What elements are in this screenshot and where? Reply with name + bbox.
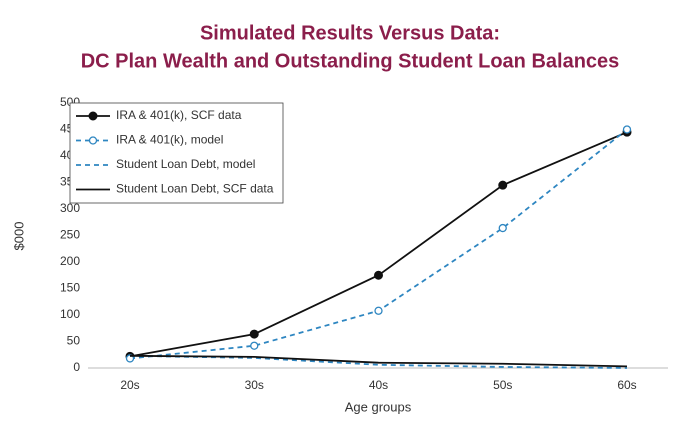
- legend-label: Student Loan Debt, SCF data: [116, 182, 274, 196]
- x-tick-label: 40s: [369, 378, 388, 392]
- y-tick-label: 150: [60, 281, 80, 295]
- y-tick-label: 50: [67, 334, 81, 348]
- legend-marker: [88, 111, 98, 121]
- y-tick-label: 100: [60, 307, 80, 321]
- legend-marker: [88, 136, 98, 145]
- series-line: [129, 354, 628, 368]
- y-tick-label: 200: [60, 254, 80, 268]
- x-tick-label: 30s: [245, 378, 264, 392]
- y-tick-label: 0: [73, 360, 80, 374]
- chart-title: DC Plan Wealth and Outstanding Student L…: [81, 50, 620, 72]
- legend-label: IRA & 401(k), SCF data: [116, 108, 242, 122]
- marker: [374, 270, 383, 280]
- y-tick-label: 250: [60, 228, 80, 242]
- marker: [374, 306, 383, 315]
- x-tick-label: 60s: [617, 378, 636, 392]
- marker: [249, 329, 259, 339]
- legend-label: Student Loan Debt, model: [116, 157, 255, 171]
- y-tick-label: 300: [60, 201, 80, 215]
- x-tick-label: 50s: [493, 378, 512, 392]
- x-tick-label: 20s: [120, 378, 139, 392]
- marker: [622, 125, 632, 134]
- marker: [498, 180, 508, 190]
- chart-title: Simulated Results Versus Data:: [200, 22, 500, 44]
- marker: [498, 223, 507, 233]
- y-axis-title: $000: [11, 222, 26, 251]
- legend-label: IRA & 401(k), model: [116, 133, 223, 147]
- marker: [250, 341, 259, 350]
- x-axis-title: Age groups: [345, 399, 412, 414]
- legend-box: [69, 102, 284, 204]
